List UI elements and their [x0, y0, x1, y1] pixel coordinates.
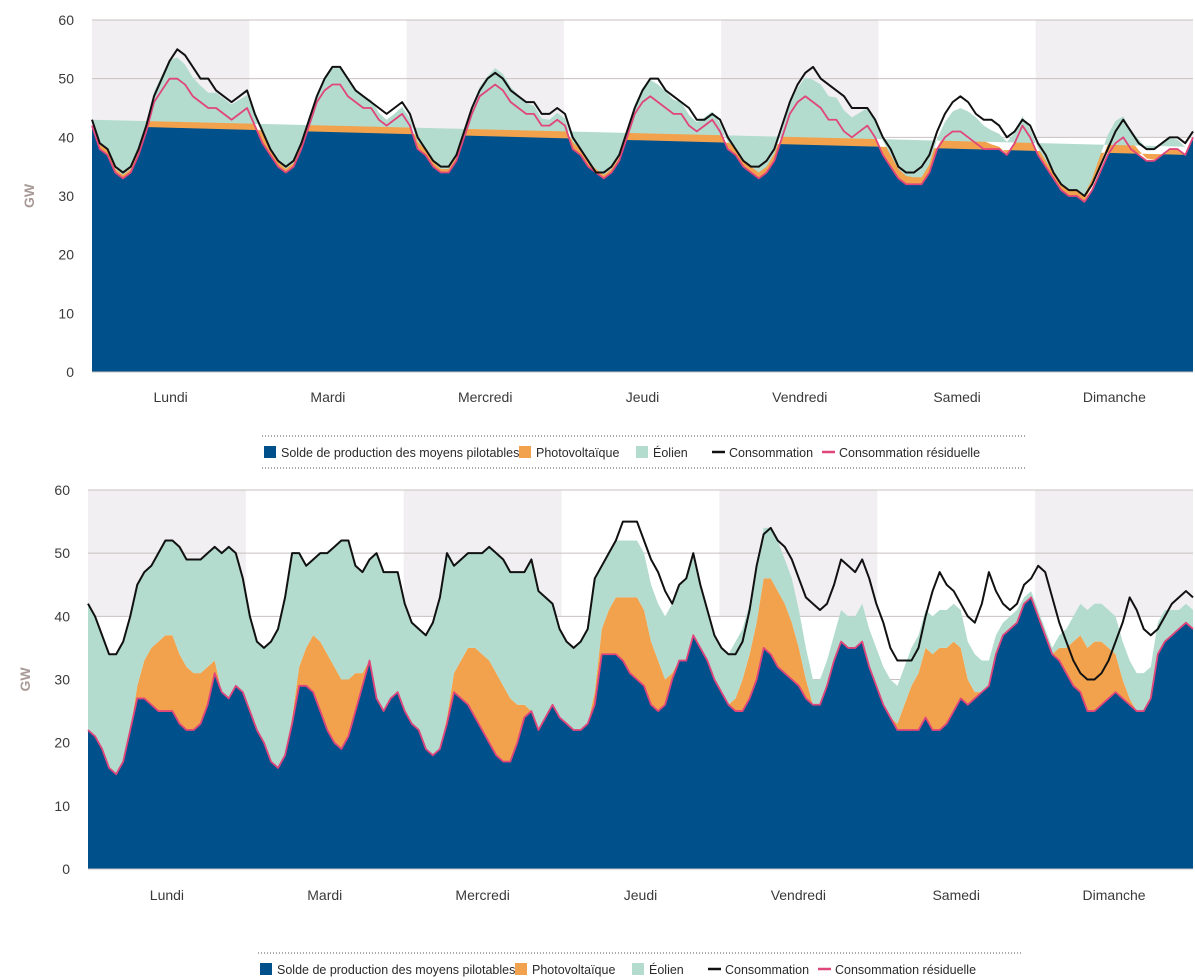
- day-label: Mardi: [310, 389, 345, 405]
- legend-swatch-solar: [515, 963, 527, 975]
- y-tick-label: 10: [54, 798, 70, 814]
- series-area-wind: [88, 527, 1193, 775]
- day-label: Mercredi: [458, 389, 512, 405]
- day-label: Samedi: [933, 389, 980, 405]
- y-tick-label: 0: [66, 364, 74, 380]
- legend-swatch-wind: [632, 963, 644, 975]
- series-line-consumption: [91, 48, 1194, 197]
- day-label: Lundi: [154, 389, 188, 405]
- legend-label: Photovoltaïque: [532, 963, 615, 977]
- legend-label: Solde de production des moyens pilotable…: [277, 963, 515, 977]
- day-label: Mardi: [307, 887, 342, 903]
- y-tick-label: 40: [54, 608, 70, 624]
- legend-swatch-solar: [519, 446, 531, 458]
- series-line-consumption: [87, 520, 1194, 681]
- legend-label: Consommation résiduelle: [835, 963, 976, 977]
- chart-bottom: 0 10 20 30 40 50 60 GW Lundi Mardi Mercredi Jeudi Ve…: [17, 482, 1194, 977]
- y-tick-label: 0: [62, 861, 70, 877]
- y-tick-label: 50: [54, 545, 70, 561]
- day-label: Jeudi: [626, 389, 659, 405]
- legend-label: Solde de production des moyens pilotable…: [281, 446, 519, 460]
- day-label: Lundi: [150, 887, 184, 903]
- y-tick-label: 50: [58, 71, 74, 87]
- y-tick-label: 30: [54, 672, 70, 688]
- y-tick-label: 30: [58, 188, 74, 204]
- series-line-residual: [91, 77, 1194, 203]
- legend-label: Éolien: [653, 445, 688, 460]
- y-axis-label: GW: [17, 667, 33, 692]
- day-label: Vendredi: [772, 389, 827, 405]
- legend-label: Consommation: [729, 446, 813, 460]
- legend: Solde de production des moyens pilotable…: [262, 435, 1025, 469]
- series-area-solar: [88, 578, 1193, 775]
- chart-top: 0 10 20 30 40 50 60 GW Lundi Mardi Mercredi Jeudi Ve…: [21, 12, 1194, 469]
- y-tick-label: 20: [54, 735, 70, 751]
- legend-swatch-pilotable: [260, 963, 272, 975]
- legend-label: Consommation résiduelle: [839, 446, 980, 460]
- legend: Solde de production des moyens pilotable…: [258, 952, 1022, 977]
- legend-swatch-wind: [636, 446, 648, 458]
- series-area-pilotable: [92, 78, 1193, 373]
- legend-swatch-pilotable: [264, 446, 276, 458]
- day-label: Jeudi: [624, 887, 657, 903]
- day-label: Dimanche: [1083, 389, 1146, 405]
- day-label: Dimanche: [1083, 887, 1146, 903]
- y-tick-label: 10: [58, 305, 74, 321]
- y-tick-label: 60: [54, 482, 70, 498]
- y-axis-label: GW: [21, 183, 37, 208]
- y-tick-label: 40: [58, 129, 74, 145]
- day-label: Mercredi: [455, 887, 509, 903]
- y-tick-label: 20: [58, 247, 74, 263]
- legend-label: Photovoltaïque: [536, 446, 619, 460]
- day-label: Samedi: [932, 887, 979, 903]
- legend-label: Éolien: [649, 962, 684, 977]
- legend-label: Consommation: [725, 963, 809, 977]
- y-tick-label: 60: [58, 12, 74, 28]
- series-area-wind: [92, 57, 1186, 195]
- series-area-pilotable: [88, 597, 1193, 869]
- series-line-residual: [87, 596, 1194, 776]
- day-label: Vendredi: [771, 887, 826, 903]
